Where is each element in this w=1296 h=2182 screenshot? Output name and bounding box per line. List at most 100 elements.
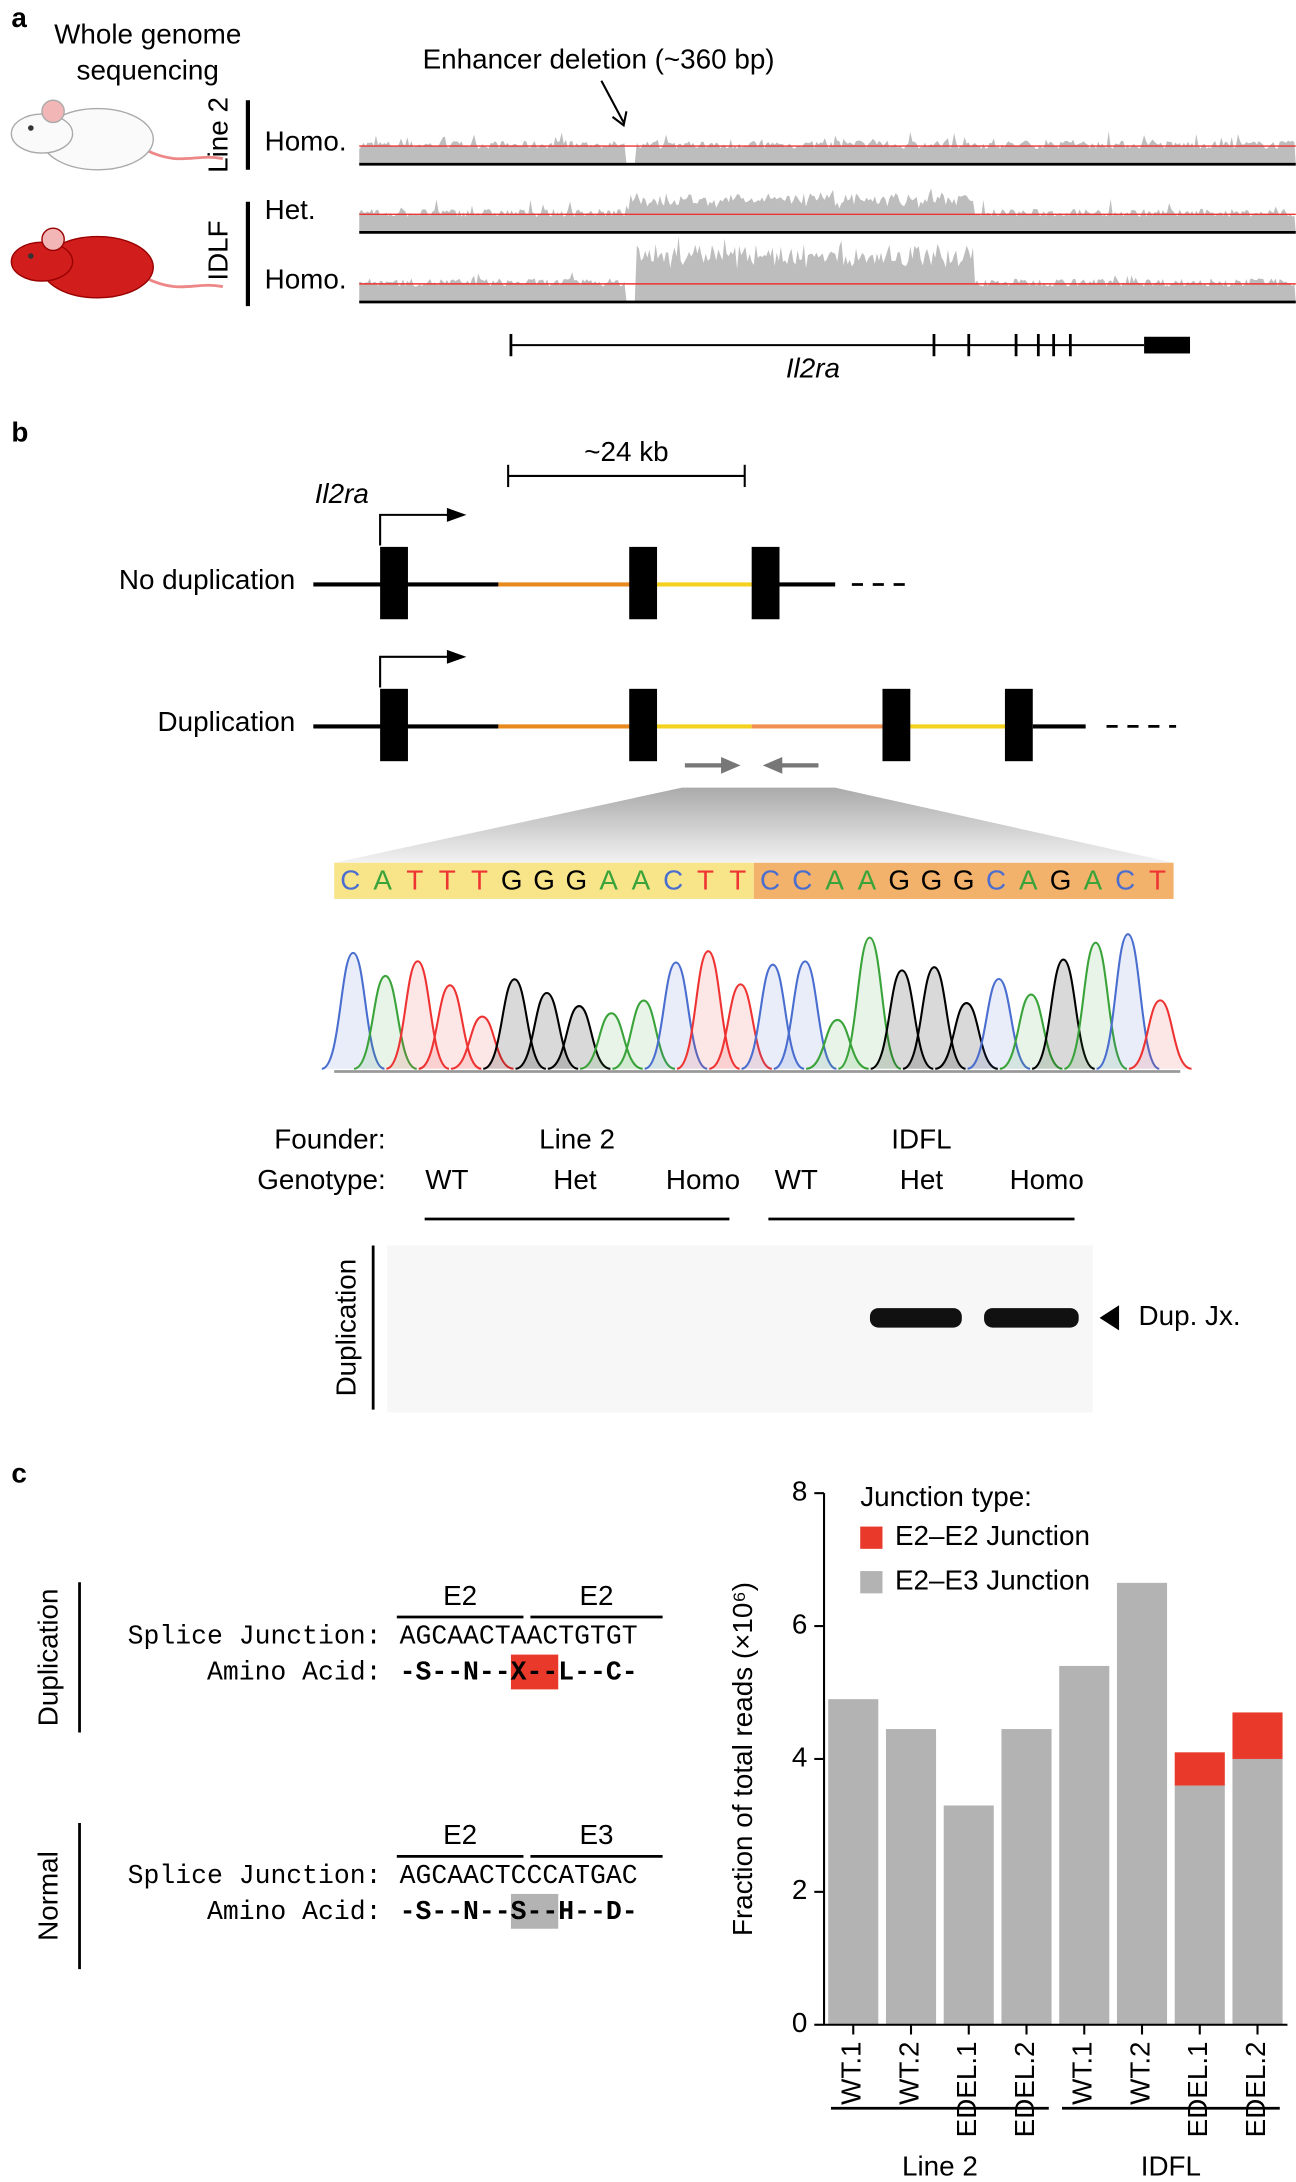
scale-label: ~24 kb	[584, 436, 668, 467]
genotype: Het	[900, 1164, 944, 1195]
exon-label: 3	[1011, 710, 1026, 741]
chromatogram-peak	[934, 1001, 999, 1070]
bar	[1059, 1665, 1110, 2025]
row-label: Amino Acid:	[207, 1658, 382, 1688]
title: Whole genome	[54, 19, 241, 50]
gel-label: Founder:	[274, 1123, 385, 1154]
junction-label: Normal	[33, 1851, 64, 1941]
chromatogram-peak	[353, 974, 418, 1070]
promoter-arrow	[379, 655, 453, 688]
mouse-ear	[41, 99, 65, 124]
splice-sequence: AGCAACTAACTGTGT	[400, 1621, 638, 1651]
primer-head	[721, 757, 741, 774]
gel	[387, 1245, 1093, 1413]
title: sequencing	[77, 55, 219, 86]
y-tick-label: 4	[792, 1741, 807, 1772]
arrowhead	[446, 649, 467, 664]
genotype: WT	[775, 1164, 818, 1195]
exon-label: E2	[443, 1580, 477, 1611]
gel-label: Genotype:	[257, 1164, 385, 1195]
exon	[380, 688, 408, 762]
zoom	[334, 787, 1174, 863]
bar	[1232, 1712, 1283, 1759]
x-tick-label: WT.1	[1067, 2041, 1098, 2104]
legend-title: Junction type:	[860, 1481, 1032, 1512]
junction-label: Duplication	[33, 1589, 64, 1727]
mouse-ear	[41, 227, 65, 252]
coverage	[359, 188, 1296, 233]
track-label: Homo.	[265, 263, 347, 294]
exon	[751, 546, 780, 620]
mouse-tail	[145, 277, 224, 289]
amino-acids: -S--N--X--L--C-	[400, 1658, 638, 1688]
x-tick-label: WT.1	[836, 2041, 867, 2104]
exon	[629, 688, 658, 762]
sequence-bg	[753, 862, 1174, 899]
arrow	[600, 80, 628, 128]
bar	[1232, 1758, 1283, 2025]
band-label: Dup. Jx.	[1139, 1300, 1241, 1331]
bar	[1174, 1785, 1225, 2025]
gel-band	[869, 1308, 962, 1328]
chromatogram-peak	[450, 1015, 514, 1070]
bar	[828, 1699, 879, 2025]
legend-label: E2–E2 Junction	[895, 1520, 1090, 1551]
promoter-arrow	[379, 513, 453, 546]
chromatogram-peak	[708, 983, 773, 1070]
exon-label: 1	[386, 710, 401, 741]
row-label: Splice Junction:	[128, 1621, 382, 1651]
track-label: Homo.	[265, 126, 347, 157]
arrowhead	[446, 507, 467, 522]
row-label: No duplication	[119, 564, 295, 595]
genotype: Homo	[1010, 1164, 1084, 1195]
x-tick-label: WT.2	[1124, 2041, 1155, 2104]
genotype: WT	[425, 1164, 468, 1195]
gene-label: Il2ra	[786, 353, 840, 384]
exon-label: 2	[889, 710, 904, 741]
primer-head	[762, 757, 783, 774]
y-axis-label: Fraction of total reads (×10⁶)	[727, 1582, 758, 1936]
chromatogram-peak	[612, 999, 676, 1070]
x-tick-label: EDEL.1	[951, 2041, 982, 2137]
row-label: Duplication	[158, 706, 296, 737]
chromatogram-peak	[1031, 958, 1096, 1070]
row-label: Amino Acid:	[207, 1897, 382, 1927]
chromatogram-peak	[1063, 941, 1128, 1070]
legend-swatch	[860, 1571, 883, 1594]
chromatogram-peak	[579, 1012, 643, 1070]
exon-label: 2	[635, 568, 650, 599]
chromatogram-peak	[418, 984, 482, 1070]
legend-swatch	[860, 1526, 883, 1549]
chromatogram-peak	[1128, 999, 1192, 1070]
amino-acids: -S--N--S--H--D-	[400, 1897, 638, 1927]
founder-name: Line 2	[539, 1123, 615, 1154]
codon-highlight	[510, 1654, 559, 1690]
chromatogram-peak	[805, 1018, 869, 1070]
panel-letter: a	[11, 2, 27, 33]
exon-label: E2	[443, 1819, 477, 1850]
exon-label: 1	[386, 568, 401, 599]
y-tick-label: 0	[792, 2007, 807, 2038]
codon-highlight	[510, 1893, 559, 1929]
genotype: Het	[553, 1164, 597, 1195]
exon-label: E3	[579, 1819, 613, 1850]
exon	[1144, 336, 1191, 354]
chromatogram-peak	[902, 966, 966, 1070]
line-name: IDLF	[202, 220, 233, 280]
exon	[380, 546, 408, 620]
bar	[1174, 1752, 1225, 1786]
exon-label: 3	[758, 568, 773, 599]
gel-band	[984, 1308, 1079, 1328]
x-tick-label: EDEL.2	[1240, 2041, 1271, 2137]
founder-name: IDFL	[891, 1123, 951, 1154]
line-name: Line 2	[202, 97, 233, 173]
sequence-bg	[334, 862, 754, 899]
panel-letter: b	[11, 417, 28, 448]
genotype: Homo	[666, 1164, 740, 1195]
bar	[1001, 1729, 1052, 2025]
group-label: IDFL	[1141, 2150, 1201, 2181]
panel-letter: c	[11, 1457, 26, 1488]
